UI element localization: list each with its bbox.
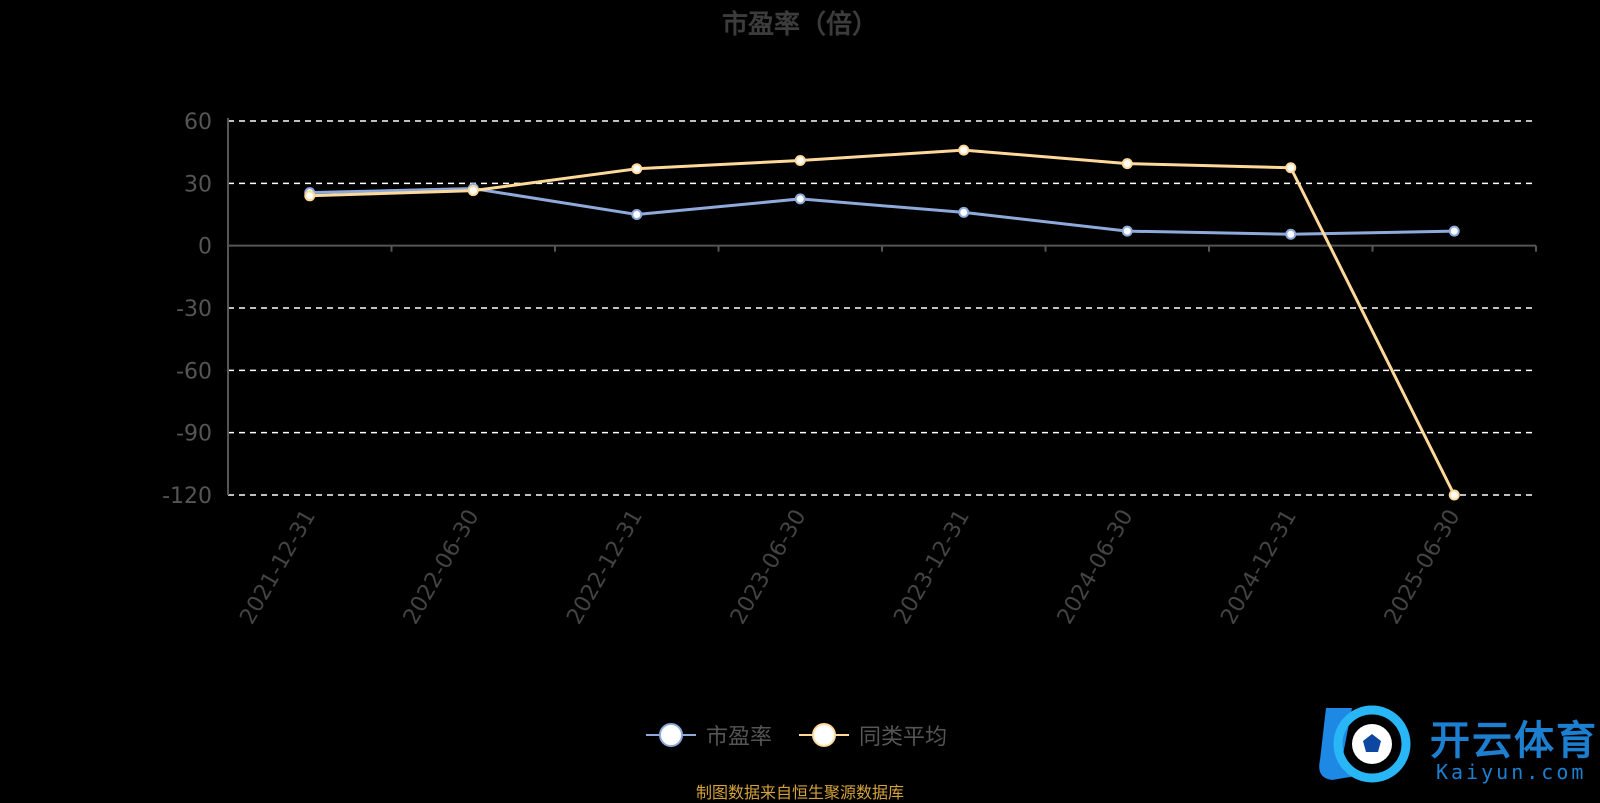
x-tick-label: 2024-12-31 — [1216, 506, 1302, 629]
data-point-avg — [304, 190, 316, 202]
data-point-avg — [794, 154, 806, 166]
x-tick-label: 2025-06-30 — [1380, 506, 1466, 629]
y-tick-label: -30 — [176, 297, 212, 322]
data-point-pe — [1285, 228, 1297, 240]
logo-subtext: Kaiyun.com — [1436, 760, 1587, 784]
y-tick-label: 30 — [184, 172, 212, 197]
x-tick-label: 2024-06-30 — [1053, 506, 1139, 629]
data-source-note: 制图数据来自恒生聚源数据库 — [695, 783, 904, 802]
x-tick-label: 2023-12-31 — [889, 506, 975, 629]
series-line-pe — [309, 187, 1455, 236]
legend-label-pe: 市盈率 — [706, 725, 773, 750]
legend-item-pe[interactable]: 市盈率 — [646, 720, 772, 750]
y-tick-label: -60 — [176, 359, 212, 384]
data-point-avg — [1285, 162, 1297, 174]
data-point-pe — [958, 206, 970, 218]
chart-title: 市盈率（倍） — [721, 10, 878, 40]
legend-marker-pe — [646, 720, 696, 750]
x-tick-label: 2022-12-31 — [562, 506, 648, 629]
x-tick-label: 2023-06-30 — [726, 506, 812, 629]
legend-marker-avg — [799, 720, 849, 750]
legend: 市盈率 同类平均 — [0, 720, 1600, 750]
y-tick-label: -120 — [162, 484, 212, 509]
legend-item-avg[interactable]: 同类平均 — [799, 720, 947, 750]
x-tick-label: 2021-12-31 — [235, 506, 321, 629]
logo-text: 开云体育 — [1430, 718, 1598, 764]
data-point-pe — [1121, 225, 1133, 237]
data-point-pe — [1448, 225, 1460, 237]
soccer-ball-logo-icon — [1319, 705, 1411, 783]
data-point-avg — [1121, 158, 1133, 170]
kaiyun-logo: 开云体育 Kaiyun.com — [1312, 700, 1596, 788]
y-tick-label: -90 — [176, 422, 212, 447]
data-point-avg — [1448, 489, 1460, 501]
x-tick-label: 2022-06-30 — [399, 506, 485, 629]
y-tick-label: 60 — [184, 110, 212, 135]
data-point-pe — [794, 193, 806, 205]
series-line-avg — [309, 148, 1456, 496]
y-tick-label: 0 — [198, 235, 212, 260]
data-point-avg — [958, 144, 970, 156]
data-point-pe — [631, 209, 643, 220]
data-point-avg — [467, 185, 479, 197]
legend-label-avg: 同类平均 — [859, 725, 948, 750]
data-point-avg — [631, 163, 643, 175]
